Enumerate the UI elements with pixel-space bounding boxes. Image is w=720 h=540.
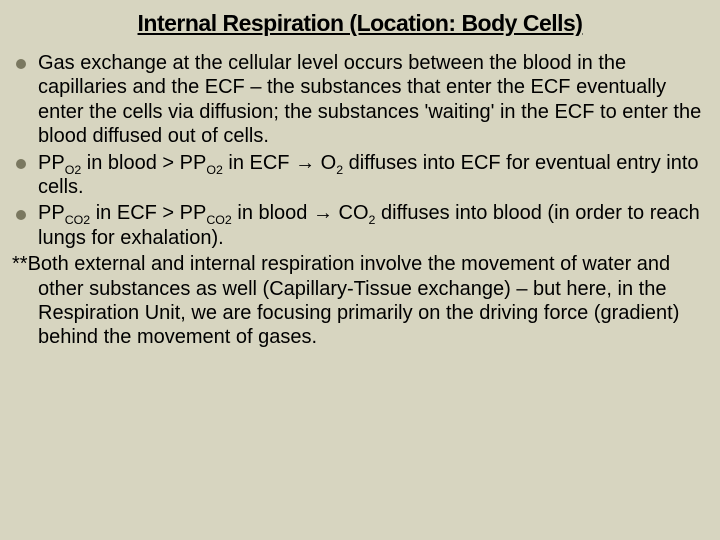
note-prefix: ** [12, 253, 28, 275]
slide-body: Gas exchange at the cellular level occur… [12, 51, 708, 350]
bullet-list: Gas exchange at the cellular level occur… [12, 51, 708, 250]
bullet-text: Gas exchange at the cellular level occur… [38, 52, 701, 147]
footnote: **Both external and internal respiration… [12, 252, 708, 350]
slide-title: Internal Respiration (Location: Body Cel… [12, 10, 708, 37]
list-item: PPO2 in blood > PPO2 in ECF → O2 diffuse… [12, 151, 708, 200]
list-item: Gas exchange at the cellular level occur… [12, 51, 708, 149]
note-body: Both external and internal respiration i… [28, 253, 680, 348]
list-item: PPCO2 in ECF > PPCO2 in blood → CO2 diff… [12, 201, 708, 250]
